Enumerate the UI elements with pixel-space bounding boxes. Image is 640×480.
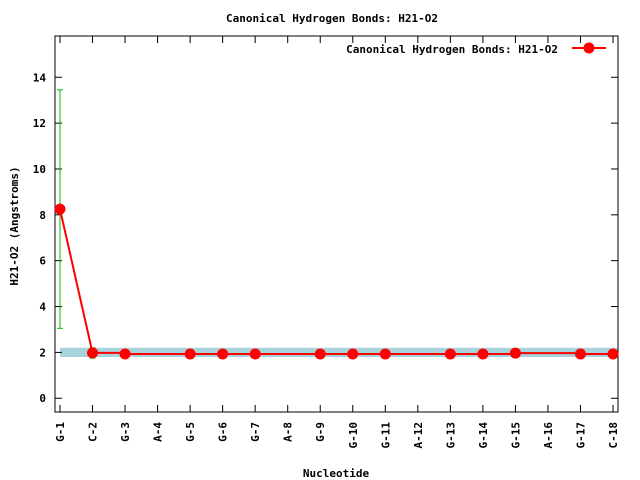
plot-frame xyxy=(54,35,619,413)
data-point xyxy=(314,348,326,360)
data-point xyxy=(54,203,66,215)
y-tick-label: 2 xyxy=(39,346,46,359)
x-tick-label: A-16 xyxy=(542,422,555,449)
x-axis-label: Nucleotide xyxy=(303,467,370,480)
data-point xyxy=(347,348,359,360)
x-tick-label: A-8 xyxy=(282,422,295,442)
data-point xyxy=(574,348,586,360)
x-tick-label: G-15 xyxy=(509,422,522,449)
chart-title: Canonical Hydrogen Bonds: H21-O2 xyxy=(226,12,438,25)
legend-marker-swatch xyxy=(583,42,595,54)
y-tick-label: 10 xyxy=(33,163,46,176)
y-tick-label: 4 xyxy=(39,301,46,314)
series-drop-line xyxy=(59,208,94,354)
data-point xyxy=(87,347,99,359)
data-point xyxy=(444,348,456,360)
legend-label: Canonical Hydrogen Bonds: H21-O2 xyxy=(346,43,558,56)
x-tick-label: G-13 xyxy=(444,422,457,449)
data-point xyxy=(249,348,261,360)
data-point xyxy=(607,348,619,360)
series-line xyxy=(92,351,613,355)
data-point xyxy=(119,348,131,360)
y-tick-label: 0 xyxy=(39,392,46,405)
reference-band xyxy=(60,347,618,357)
x-tick-label: A-4 xyxy=(152,422,165,442)
x-tick-label: G-5 xyxy=(184,422,197,442)
y-tick-label: 6 xyxy=(39,255,46,268)
x-tick-label: G-17 xyxy=(574,422,587,449)
x-tick-label: G-11 xyxy=(379,422,392,449)
data-point xyxy=(184,348,196,360)
y-axis-label: H21-O2 (Angstroms) xyxy=(8,166,21,285)
x-tick-label: G-1 xyxy=(54,422,67,442)
data-point xyxy=(509,347,521,359)
x-tick-label: C-18 xyxy=(607,422,620,449)
x-tick-label: G-7 xyxy=(249,422,262,442)
x-tick-label: G-10 xyxy=(347,422,360,449)
x-tick-label: G-3 xyxy=(119,422,132,442)
tick-layer: 0 2 4 6 8 10 12 14 G-1 C-2 G-3 A-4 G-5 G-6 G-7 A-8 G-9 G-… xyxy=(33,36,620,449)
x-tick-label: G-14 xyxy=(477,422,490,449)
data-point xyxy=(477,348,489,360)
data-point xyxy=(217,348,229,360)
x-tick-label: G-6 xyxy=(217,422,230,442)
reference-band-layer xyxy=(60,347,618,357)
y-tick-label: 12 xyxy=(33,117,46,130)
legend: Canonical Hydrogen Bonds: H21-O2 xyxy=(346,42,606,56)
x-tick-label: G-9 xyxy=(314,422,327,442)
y-tick-label: 14 xyxy=(33,71,47,84)
x-tick-label: A-12 xyxy=(412,422,425,449)
data-point xyxy=(379,348,391,360)
series-layer xyxy=(54,89,619,360)
y-tick-label: 8 xyxy=(39,209,46,222)
x-tick-label: C-2 xyxy=(87,422,100,442)
